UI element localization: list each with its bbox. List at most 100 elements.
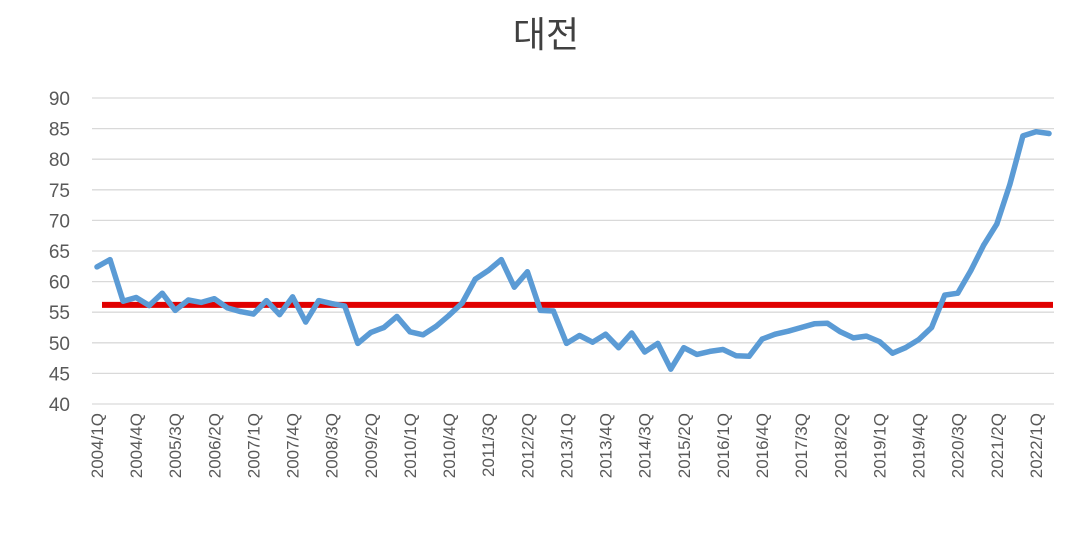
data-point — [107, 256, 113, 263]
data-point — [929, 324, 935, 331]
data-point — [133, 294, 139, 301]
x-tick-label: 2018/2Q — [831, 413, 850, 478]
data-point — [146, 302, 152, 309]
data-point — [433, 323, 439, 329]
data-point — [407, 329, 413, 335]
data-point — [1020, 133, 1026, 139]
data-point — [876, 338, 883, 345]
data-point — [981, 242, 987, 248]
data-point — [798, 324, 804, 331]
data-point — [603, 331, 609, 337]
data-point — [446, 312, 452, 318]
data-point — [498, 256, 504, 263]
data-point — [746, 353, 752, 359]
x-tick-label: 2021/2Q — [988, 413, 1007, 478]
x-tick-label: 2004/4Q — [127, 413, 146, 478]
data-point — [902, 345, 909, 351]
x-tick-label: 2006/2Q — [205, 413, 224, 478]
x-tick-label: 2013/1Q — [557, 413, 576, 478]
data-point — [968, 267, 974, 274]
data-point — [316, 297, 322, 304]
y-tick-label: 45 — [49, 364, 70, 385]
x-tick-label: 2008/3Q — [323, 413, 342, 478]
data-point — [668, 366, 674, 372]
data-point — [263, 297, 270, 304]
series-line — [94, 128, 1052, 372]
data-point — [290, 294, 296, 300]
data-point — [303, 319, 309, 325]
data-point — [511, 284, 517, 290]
data-point — [629, 330, 635, 336]
y-tick-label: 40 — [49, 395, 70, 416]
data-point — [472, 276, 478, 282]
data-point — [681, 345, 687, 351]
x-tick-label: 2007/1Q — [244, 413, 263, 478]
x-tick-label: 2007/4Q — [284, 413, 303, 478]
y-tick-label: 65 — [49, 242, 70, 263]
x-tick-label: 2010/1Q — [401, 413, 420, 478]
data-point — [211, 296, 217, 302]
data-point — [94, 264, 100, 270]
data-point — [368, 329, 374, 335]
x-tick-label: 2019/4Q — [910, 413, 929, 478]
y-tick-label: 50 — [49, 334, 70, 355]
data-point — [381, 324, 387, 331]
data-point — [811, 321, 817, 327]
data-point — [994, 221, 1000, 227]
data-point — [589, 339, 596, 345]
x-tick-label: 2022/1Q — [1027, 413, 1046, 478]
data-point — [198, 299, 204, 306]
data-point — [224, 305, 231, 311]
data-point — [524, 269, 530, 275]
x-tick-label: 2005/3Q — [166, 413, 185, 478]
data-point — [237, 308, 244, 315]
x-tick-label: 2019/1Q — [870, 413, 889, 478]
data-point — [185, 297, 191, 303]
y-tick-label: 90 — [49, 89, 70, 110]
x-tick-label: 2016/4Q — [753, 413, 772, 478]
data-point — [1046, 130, 1052, 137]
data-point — [120, 298, 126, 304]
data-point — [837, 329, 843, 335]
data-point — [942, 292, 948, 298]
data-point — [550, 308, 557, 314]
data-point — [655, 340, 661, 347]
data-point — [772, 331, 778, 337]
data-point — [759, 336, 765, 342]
y-tick-label: 85 — [49, 120, 70, 141]
x-tick-label: 2011/3Q — [479, 413, 498, 477]
data-point — [863, 333, 870, 339]
data-point — [355, 340, 361, 347]
data-point — [707, 348, 713, 354]
data-point — [250, 311, 257, 317]
data-point — [576, 332, 583, 339]
data-point — [459, 300, 465, 306]
data-point — [720, 346, 726, 353]
data-point — [824, 320, 830, 326]
data-point — [342, 303, 348, 309]
data-point — [850, 335, 856, 341]
data-point — [485, 267, 491, 274]
data-point — [172, 307, 178, 313]
data-point — [329, 301, 335, 307]
x-tick-label: 2014/3Q — [636, 413, 655, 478]
data-point — [616, 345, 622, 351]
x-tick-label: 2020/3Q — [949, 413, 968, 478]
data-point — [420, 332, 426, 338]
data-point — [394, 313, 400, 320]
y-tick-label: 55 — [49, 303, 70, 324]
y-tick-label: 70 — [49, 211, 70, 232]
y-tick-label: 75 — [49, 181, 70, 202]
data-point — [785, 328, 791, 334]
data-point — [1007, 181, 1013, 187]
data-point — [537, 307, 543, 313]
x-tick-label: 2017/3Q — [792, 413, 811, 478]
x-tick-label: 2004/1Q — [88, 413, 107, 478]
data-point — [159, 290, 165, 296]
data-point — [1033, 129, 1039, 135]
data-point — [642, 349, 648, 355]
x-tick-label: 2016/1Q — [714, 413, 733, 478]
x-tick-label: 2013/4Q — [597, 413, 616, 478]
